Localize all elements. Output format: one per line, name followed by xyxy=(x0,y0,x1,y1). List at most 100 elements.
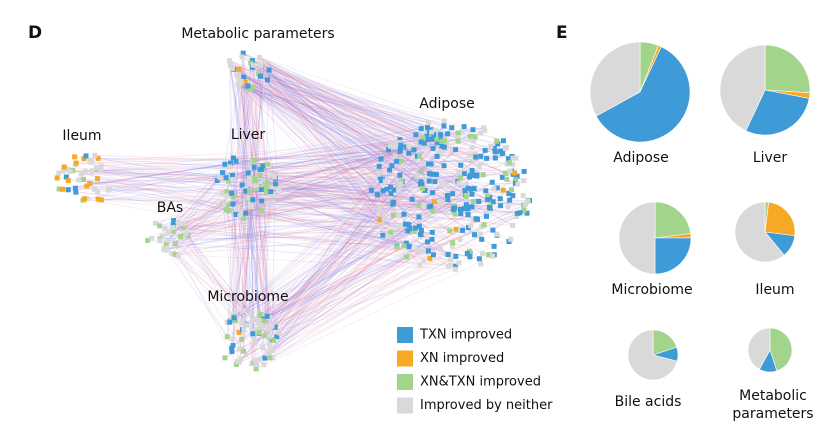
edge xyxy=(235,188,388,321)
edge xyxy=(245,212,415,232)
node xyxy=(253,178,259,184)
edge xyxy=(272,256,457,358)
edge xyxy=(253,139,441,338)
edge xyxy=(261,169,423,189)
edge xyxy=(260,64,476,138)
edge xyxy=(266,142,400,193)
edge xyxy=(238,68,394,205)
edge xyxy=(243,52,507,174)
node xyxy=(54,175,60,181)
node xyxy=(257,180,263,186)
edge xyxy=(278,141,422,334)
edge xyxy=(81,173,229,182)
node xyxy=(175,253,181,259)
node xyxy=(82,196,88,202)
edge xyxy=(233,195,513,226)
edge xyxy=(269,216,420,345)
edge xyxy=(269,212,521,319)
edge xyxy=(173,174,261,232)
node xyxy=(509,187,515,193)
node xyxy=(465,206,471,212)
node xyxy=(245,170,251,176)
node xyxy=(465,185,471,191)
edge xyxy=(253,167,260,334)
node xyxy=(91,186,97,192)
node xyxy=(239,318,245,324)
node xyxy=(394,158,400,164)
edge xyxy=(183,158,236,229)
edge xyxy=(252,60,261,176)
edge xyxy=(232,203,401,227)
node xyxy=(239,182,245,188)
edge xyxy=(172,207,455,254)
node xyxy=(510,155,516,161)
edge xyxy=(248,183,256,344)
node xyxy=(453,266,459,272)
edge xyxy=(266,146,445,183)
edge xyxy=(229,60,438,144)
edge xyxy=(249,89,495,247)
node xyxy=(426,212,432,218)
node xyxy=(497,196,503,202)
edge xyxy=(166,194,274,251)
node xyxy=(433,136,439,142)
node xyxy=(425,239,431,245)
node xyxy=(455,130,461,136)
node xyxy=(233,212,239,218)
node xyxy=(227,164,233,170)
edge xyxy=(252,65,262,175)
node xyxy=(428,161,434,167)
node xyxy=(417,262,423,268)
node xyxy=(463,202,469,208)
edge xyxy=(273,146,406,203)
edge xyxy=(238,85,447,143)
edge xyxy=(252,60,445,127)
node xyxy=(499,174,505,180)
node xyxy=(248,200,254,206)
node xyxy=(157,223,163,229)
panel-label: E xyxy=(556,23,568,43)
node xyxy=(56,186,62,192)
node xyxy=(463,193,469,199)
node xyxy=(482,127,488,133)
edge xyxy=(229,169,261,321)
node xyxy=(504,176,510,182)
pie-slice xyxy=(769,327,793,372)
node xyxy=(421,258,427,264)
node xyxy=(441,118,447,124)
node xyxy=(98,197,104,203)
node xyxy=(258,208,264,214)
node xyxy=(430,145,436,151)
node xyxy=(449,125,455,131)
node xyxy=(469,168,475,174)
node xyxy=(81,156,87,162)
edge xyxy=(242,52,390,171)
node xyxy=(440,148,446,154)
node xyxy=(418,249,424,255)
edge xyxy=(268,225,420,355)
edge xyxy=(238,69,268,165)
node xyxy=(376,208,382,214)
node xyxy=(246,180,252,186)
node xyxy=(263,184,269,190)
node xyxy=(266,350,272,356)
edge xyxy=(234,60,253,160)
node xyxy=(415,247,421,253)
node xyxy=(377,217,383,223)
edge xyxy=(232,174,262,346)
edge xyxy=(237,74,456,215)
node xyxy=(483,188,489,194)
edge xyxy=(59,135,427,190)
node xyxy=(428,203,434,209)
node xyxy=(172,251,178,257)
node xyxy=(478,261,484,267)
node xyxy=(377,206,383,212)
legend-swatch xyxy=(397,350,413,367)
edge xyxy=(239,186,261,363)
node xyxy=(95,155,101,161)
node xyxy=(93,165,99,171)
edge xyxy=(185,233,259,324)
edge xyxy=(227,205,235,317)
node xyxy=(397,137,403,143)
node xyxy=(525,198,531,204)
